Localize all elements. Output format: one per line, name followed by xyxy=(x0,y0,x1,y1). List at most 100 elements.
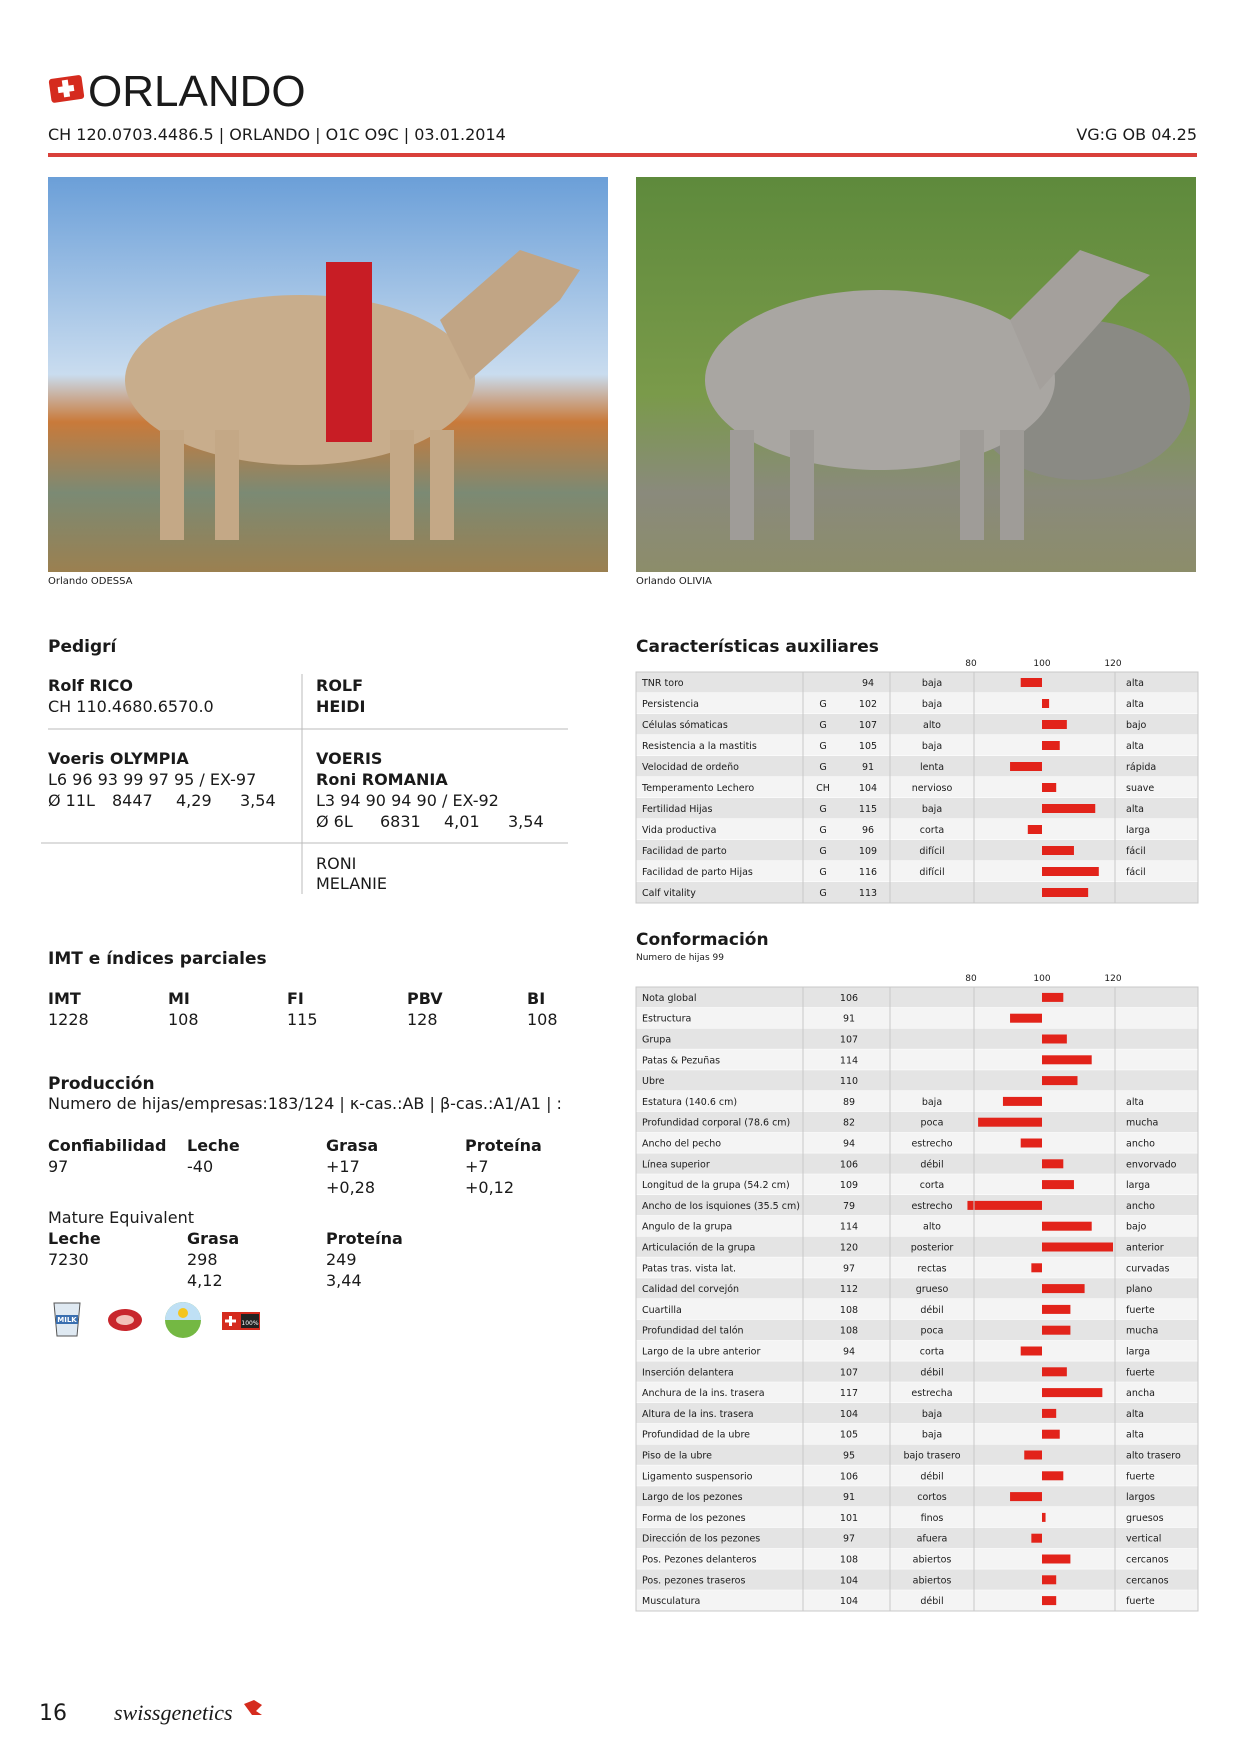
column-value: 97 xyxy=(48,1157,68,1176)
row-name: Inserción delantera xyxy=(642,1367,734,1378)
meat-icon xyxy=(108,1309,142,1331)
bar xyxy=(1031,1533,1042,1543)
dam-dam-line: L3 94 90 94 90 / EX-92 xyxy=(316,791,499,810)
row-value: 97 xyxy=(843,1534,855,1545)
scale-label: 80 xyxy=(965,974,977,984)
row-value: 108 xyxy=(840,1305,858,1316)
section-title: Conformación xyxy=(636,930,769,950)
column-value: +17 xyxy=(326,1157,360,1176)
column-value: -40 xyxy=(187,1157,213,1176)
row-name: Profundidad corporal (78.6 cm) xyxy=(642,1118,790,1129)
row-name: Nota global xyxy=(642,993,696,1004)
row-low: débil xyxy=(920,1471,943,1482)
row-bg xyxy=(636,1174,1198,1195)
row-name: Ubre xyxy=(642,1076,665,1087)
scale-label: 100 xyxy=(1033,974,1050,984)
row-high: mucha xyxy=(1126,1118,1158,1129)
row-low: finos xyxy=(921,1513,944,1524)
row-name: Anchura de la ins. trasera xyxy=(642,1388,765,1399)
row-low: difícil xyxy=(919,846,944,857)
row-value: 117 xyxy=(840,1388,858,1399)
row-source: G xyxy=(819,804,826,815)
row-name: Línea superior xyxy=(642,1159,710,1170)
row-high: fuerte xyxy=(1126,1471,1155,1482)
row-low: baja xyxy=(922,1430,942,1441)
row-value: 95 xyxy=(843,1451,855,1462)
row-value: 104 xyxy=(859,783,877,794)
row-high: alta xyxy=(1126,1409,1144,1420)
row-bg xyxy=(636,1548,1198,1570)
row-low: abiertos xyxy=(913,1555,952,1566)
row-name: Pos. pezones traseros xyxy=(642,1575,745,1586)
rating: VG:G OB 04.25 xyxy=(1076,125,1197,144)
bar xyxy=(1042,1242,1113,1252)
row-bg xyxy=(636,1403,1198,1424)
bar xyxy=(967,1200,1042,1210)
row-high: suave xyxy=(1126,783,1154,794)
row-bg xyxy=(636,735,1198,756)
brand-logo xyxy=(244,1700,262,1715)
row-value: 114 xyxy=(840,1222,858,1233)
row-low: grueso xyxy=(916,1284,949,1295)
milk-label: MILK xyxy=(57,1316,77,1324)
row-high: alta xyxy=(1126,678,1144,689)
row-low: baja xyxy=(922,741,942,752)
row-bg xyxy=(636,987,1198,1008)
row-name: Fertilidad Hijas xyxy=(642,804,712,815)
column-header: Leche xyxy=(187,1136,240,1155)
row-source: G xyxy=(819,699,826,710)
bar xyxy=(1042,1221,1092,1231)
row-low: bajo trasero xyxy=(903,1451,960,1462)
photo-caption: Orlando OLIVIA xyxy=(636,576,712,587)
column-value: 7230 xyxy=(48,1250,89,1269)
row-value: 106 xyxy=(840,1471,858,1482)
row-value: 101 xyxy=(840,1513,858,1524)
column-header: Proteína xyxy=(465,1136,542,1155)
index-header: BI xyxy=(527,989,545,1008)
section-title: Características auxiliares xyxy=(636,637,879,657)
row-value: 97 xyxy=(843,1263,855,1274)
row-source: CH xyxy=(816,783,830,794)
photo-left xyxy=(48,177,608,572)
row-bg xyxy=(636,1049,1198,1071)
row-name: Piso de la ubre xyxy=(642,1451,712,1462)
row-source: G xyxy=(819,825,826,836)
column-value: +7 xyxy=(465,1157,489,1176)
photo-right xyxy=(636,177,1196,572)
column-header: Leche xyxy=(48,1229,101,1248)
scale-label: 100 xyxy=(1033,659,1050,669)
row-high: fuerte xyxy=(1126,1367,1155,1378)
row-name: Largo de los pezones xyxy=(642,1492,743,1503)
row-bg xyxy=(636,1215,1198,1237)
row-high: rápida xyxy=(1126,762,1156,773)
row-value: 94 xyxy=(862,678,874,689)
row-bg xyxy=(636,1299,1198,1320)
row-bg xyxy=(636,1423,1198,1445)
index-value: 108 xyxy=(527,1010,558,1029)
row-value: 94 xyxy=(843,1139,855,1150)
dam-line: L6 96 93 99 97 95 / EX-97 xyxy=(48,770,256,789)
row-value: 104 xyxy=(840,1596,858,1607)
column-value: 298 xyxy=(187,1250,218,1269)
row-bg xyxy=(636,840,1198,861)
column-header: Proteína xyxy=(326,1229,403,1248)
dam-dam-stat: 6831 xyxy=(380,812,421,831)
row-value: 79 xyxy=(843,1201,855,1212)
mature-equivalent: Leche 7230 Grasa 298 4,12 Proteína 249 3,44 xyxy=(48,1229,403,1290)
bar xyxy=(978,1117,1042,1127)
dam-stat: 8447 xyxy=(112,791,153,810)
row-name: Calidad del corvejón xyxy=(642,1284,739,1295)
row-bg xyxy=(636,1111,1198,1133)
row-high: fácil xyxy=(1126,846,1146,857)
row-high: alta xyxy=(1126,699,1144,710)
bar xyxy=(1010,1013,1042,1023)
row-bg xyxy=(636,693,1198,714)
row-bg xyxy=(636,798,1198,819)
row-value: 106 xyxy=(840,993,858,1004)
row-bg xyxy=(636,1007,1198,1029)
row-name: Facilidad de parto xyxy=(642,846,727,857)
pedigree: Rolf RICO CH 110.4680.6570.0 ROLF HEIDI … xyxy=(41,674,568,894)
sire-dam: HEIDI xyxy=(316,697,366,716)
row-high: plano xyxy=(1126,1284,1153,1295)
bar xyxy=(1020,678,1042,687)
